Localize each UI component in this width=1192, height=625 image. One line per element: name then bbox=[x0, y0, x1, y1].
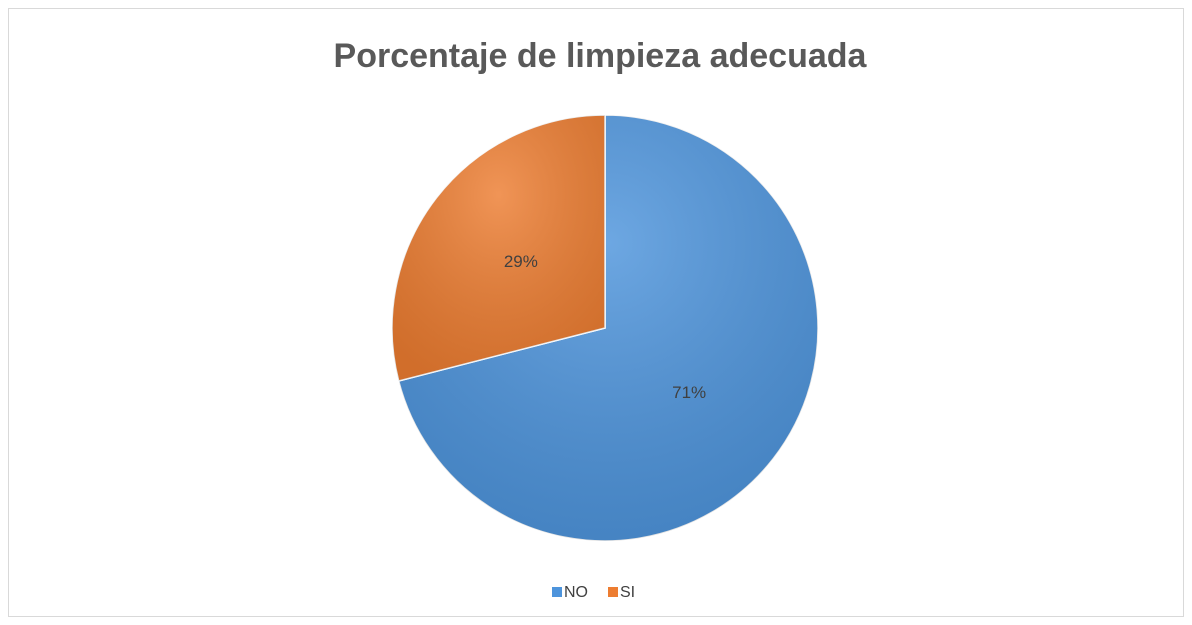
legend-label: SI bbox=[620, 584, 635, 601]
data-label: 71% bbox=[672, 383, 706, 402]
pie: 71% 29% bbox=[391, 114, 819, 542]
legend-swatch bbox=[608, 587, 618, 597]
legend-label: NO bbox=[564, 584, 588, 601]
slice-shade bbox=[398, 115, 819, 542]
slice-shade bbox=[391, 115, 605, 381]
data-label: 29% bbox=[504, 252, 538, 271]
legend-swatch bbox=[552, 587, 562, 597]
chart-title: Porcentaje de limpieza adecuada bbox=[334, 37, 868, 75]
legend: NO SI bbox=[552, 584, 635, 601]
